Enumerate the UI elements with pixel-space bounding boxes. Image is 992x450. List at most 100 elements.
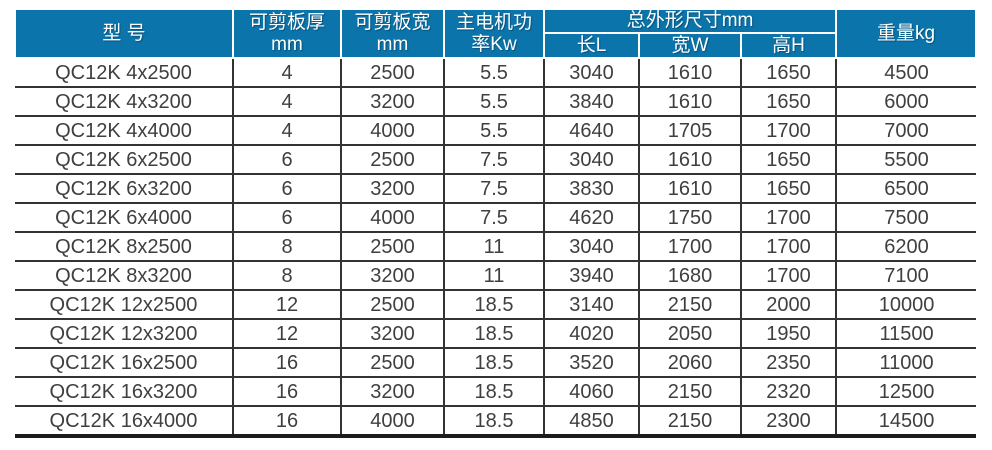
cell-shear-width: 2500 (340, 347, 445, 378)
table-row: QC12K 12x3200 12 3200 18.5 4020 2050 1950 11500 (15, 318, 977, 349)
cell-dim-width: 1680 (638, 260, 742, 291)
cell-shear-thickness: 4 (232, 57, 342, 88)
cell-shear-thickness: 6 (232, 202, 342, 233)
header-shear-thickness: 可剪板厚 mm (232, 8, 342, 59)
cell-dim-length: 4850 (543, 405, 640, 438)
cell-motor-power: 18.5 (443, 405, 545, 438)
table-row: QC12K 4x3200 4 3200 5.5 3840 1610 1650 6000 (15, 86, 977, 117)
header-shear-thickness-line1: 可剪板厚 (248, 12, 325, 34)
cell-motor-power: 5.5 (443, 57, 545, 88)
cell-model: QC12K 6x3200 (15, 173, 234, 204)
cell-shear-thickness: 8 (232, 231, 342, 262)
cell-shear-width: 2500 (340, 144, 445, 175)
cell-weight: 10000 (835, 289, 977, 320)
header-shear-width: 可剪板宽 mm (340, 8, 445, 59)
header-weight: 重量kg (835, 8, 978, 59)
cell-shear-thickness: 12 (232, 289, 342, 320)
cell-shear-thickness: 6 (232, 144, 342, 175)
table-row: QC12K 6x2500 6 2500 7.5 3040 1610 1650 5500 (15, 144, 977, 175)
cell-dim-length: 3040 (543, 144, 640, 175)
cell-motor-power: 18.5 (443, 318, 545, 349)
cell-weight: 7500 (835, 202, 977, 233)
header-motor-power: 主电机功 率Kw (443, 8, 545, 59)
cell-shear-width: 3200 (340, 173, 445, 204)
table-header: 型 号 可剪板厚 mm 可剪板宽 mm 主电机功 率Kw 总外形尺寸mm 重量k… (14, 8, 978, 59)
table-row: QC12K 16x4000 16 4000 18.5 4850 2150 2300 14500 (15, 405, 977, 438)
cell-model: QC12K 4x2500 (15, 57, 234, 88)
cell-model: QC12K 8x2500 (15, 231, 234, 262)
cell-dim-height: 2350 (739, 347, 838, 378)
header-dim-length: 长L (543, 32, 640, 59)
cell-dim-width: 1610 (638, 173, 742, 204)
cell-model: QC12K 16x4000 (15, 405, 234, 438)
cell-dim-height: 1700 (739, 115, 838, 146)
cell-shear-thickness: 16 (232, 347, 342, 378)
header-model: 型 号 (14, 8, 234, 59)
cell-motor-power: 7.5 (443, 202, 545, 233)
cell-motor-power: 18.5 (443, 376, 545, 407)
cell-motor-power: 18.5 (443, 289, 545, 320)
cell-model: QC12K 6x4000 (15, 202, 234, 233)
cell-shear-thickness: 16 (232, 405, 342, 438)
cell-model: QC12K 16x2500 (15, 347, 234, 378)
cell-dim-width: 2150 (638, 376, 742, 407)
cell-shear-width: 3200 (340, 86, 445, 117)
cell-dim-height: 2000 (739, 289, 838, 320)
cell-shear-thickness: 6 (232, 173, 342, 204)
header-motor-power-line2: 率Kw (471, 33, 517, 55)
cell-dim-length: 4020 (543, 318, 640, 349)
cell-weight: 6000 (835, 86, 977, 117)
cell-shear-thickness: 8 (232, 260, 342, 291)
cell-dim-height: 2320 (739, 376, 838, 407)
table-row: QC12K 16x2500 16 2500 18.5 3520 2060 2350 11000 (15, 347, 977, 378)
cell-motor-power: 7.5 (443, 144, 545, 175)
header-model-label: 型 号 (102, 22, 146, 44)
table-body: QC12K 4x2500 4 2500 5.5 3040 1610 1650 4500 QC12… (15, 57, 977, 438)
cell-weight: 14500 (835, 405, 977, 438)
cell-dim-height: 1650 (739, 86, 838, 117)
table-row: QC12K 12x2500 12 2500 18.5 3140 2150 2000 10000 (15, 289, 977, 320)
cell-motor-power: 11 (443, 231, 545, 262)
cell-dim-height: 1650 (739, 144, 838, 175)
cell-weight: 6200 (835, 231, 977, 262)
cell-dim-length: 3140 (543, 289, 640, 320)
cell-dim-length: 3040 (543, 57, 640, 88)
cell-shear-thickness: 16 (232, 376, 342, 407)
table-row: QC12K 16x3200 16 3200 18.5 4060 2150 2320 12500 (15, 376, 977, 407)
spec-table: 型 号 可剪板厚 mm 可剪板宽 mm 主电机功 率Kw 总外形尺寸mm 重量k… (14, 8, 978, 438)
cell-shear-width: 3200 (340, 318, 445, 349)
cell-dim-width: 2150 (638, 405, 742, 438)
cell-dim-height: 1700 (739, 202, 838, 233)
cell-shear-width: 2500 (340, 57, 445, 88)
cell-shear-width: 3200 (340, 260, 445, 291)
cell-model: QC12K 12x3200 (15, 318, 234, 349)
table-row: QC12K 6x3200 6 3200 7.5 3830 1610 1650 6500 (15, 173, 977, 204)
header-shear-width-line1: 可剪板宽 (354, 12, 431, 34)
cell-weight: 6500 (835, 173, 977, 204)
cell-weight: 7100 (835, 260, 977, 291)
header-dim-height: 高H (739, 32, 838, 59)
cell-model: QC12K 6x2500 (15, 144, 234, 175)
header-overall-dimensions-group: 总外形尺寸mm (542, 8, 838, 34)
cell-dim-width: 1610 (638, 57, 742, 88)
cell-shear-thickness: 12 (232, 318, 342, 349)
cell-shear-width: 3200 (340, 376, 445, 407)
header-dim-width: 宽W (638, 32, 742, 59)
cell-dim-length: 3520 (543, 347, 640, 378)
cell-dim-width: 2050 (638, 318, 742, 349)
cell-shear-width: 2500 (340, 231, 445, 262)
cell-dim-height: 1700 (739, 260, 838, 291)
cell-shear-thickness: 4 (232, 115, 342, 146)
cell-dim-width: 2060 (638, 347, 742, 378)
cell-weight: 11000 (835, 347, 977, 378)
cell-dim-width: 1750 (638, 202, 742, 233)
cell-dim-length: 4620 (543, 202, 640, 233)
table-row: QC12K 8x3200 8 3200 11 3940 1680 1700 7100 (15, 260, 977, 291)
table-row: QC12K 4x4000 4 4000 5.5 4640 1705 1700 7000 (15, 115, 977, 146)
cell-dim-height: 2300 (739, 405, 838, 438)
cell-dim-length: 3940 (543, 260, 640, 291)
cell-motor-power: 11 (443, 260, 545, 291)
table-row: QC12K 8x2500 8 2500 11 3040 1700 1700 6200 (15, 231, 977, 262)
cell-motor-power: 18.5 (443, 347, 545, 378)
cell-model: QC12K 12x2500 (15, 289, 234, 320)
